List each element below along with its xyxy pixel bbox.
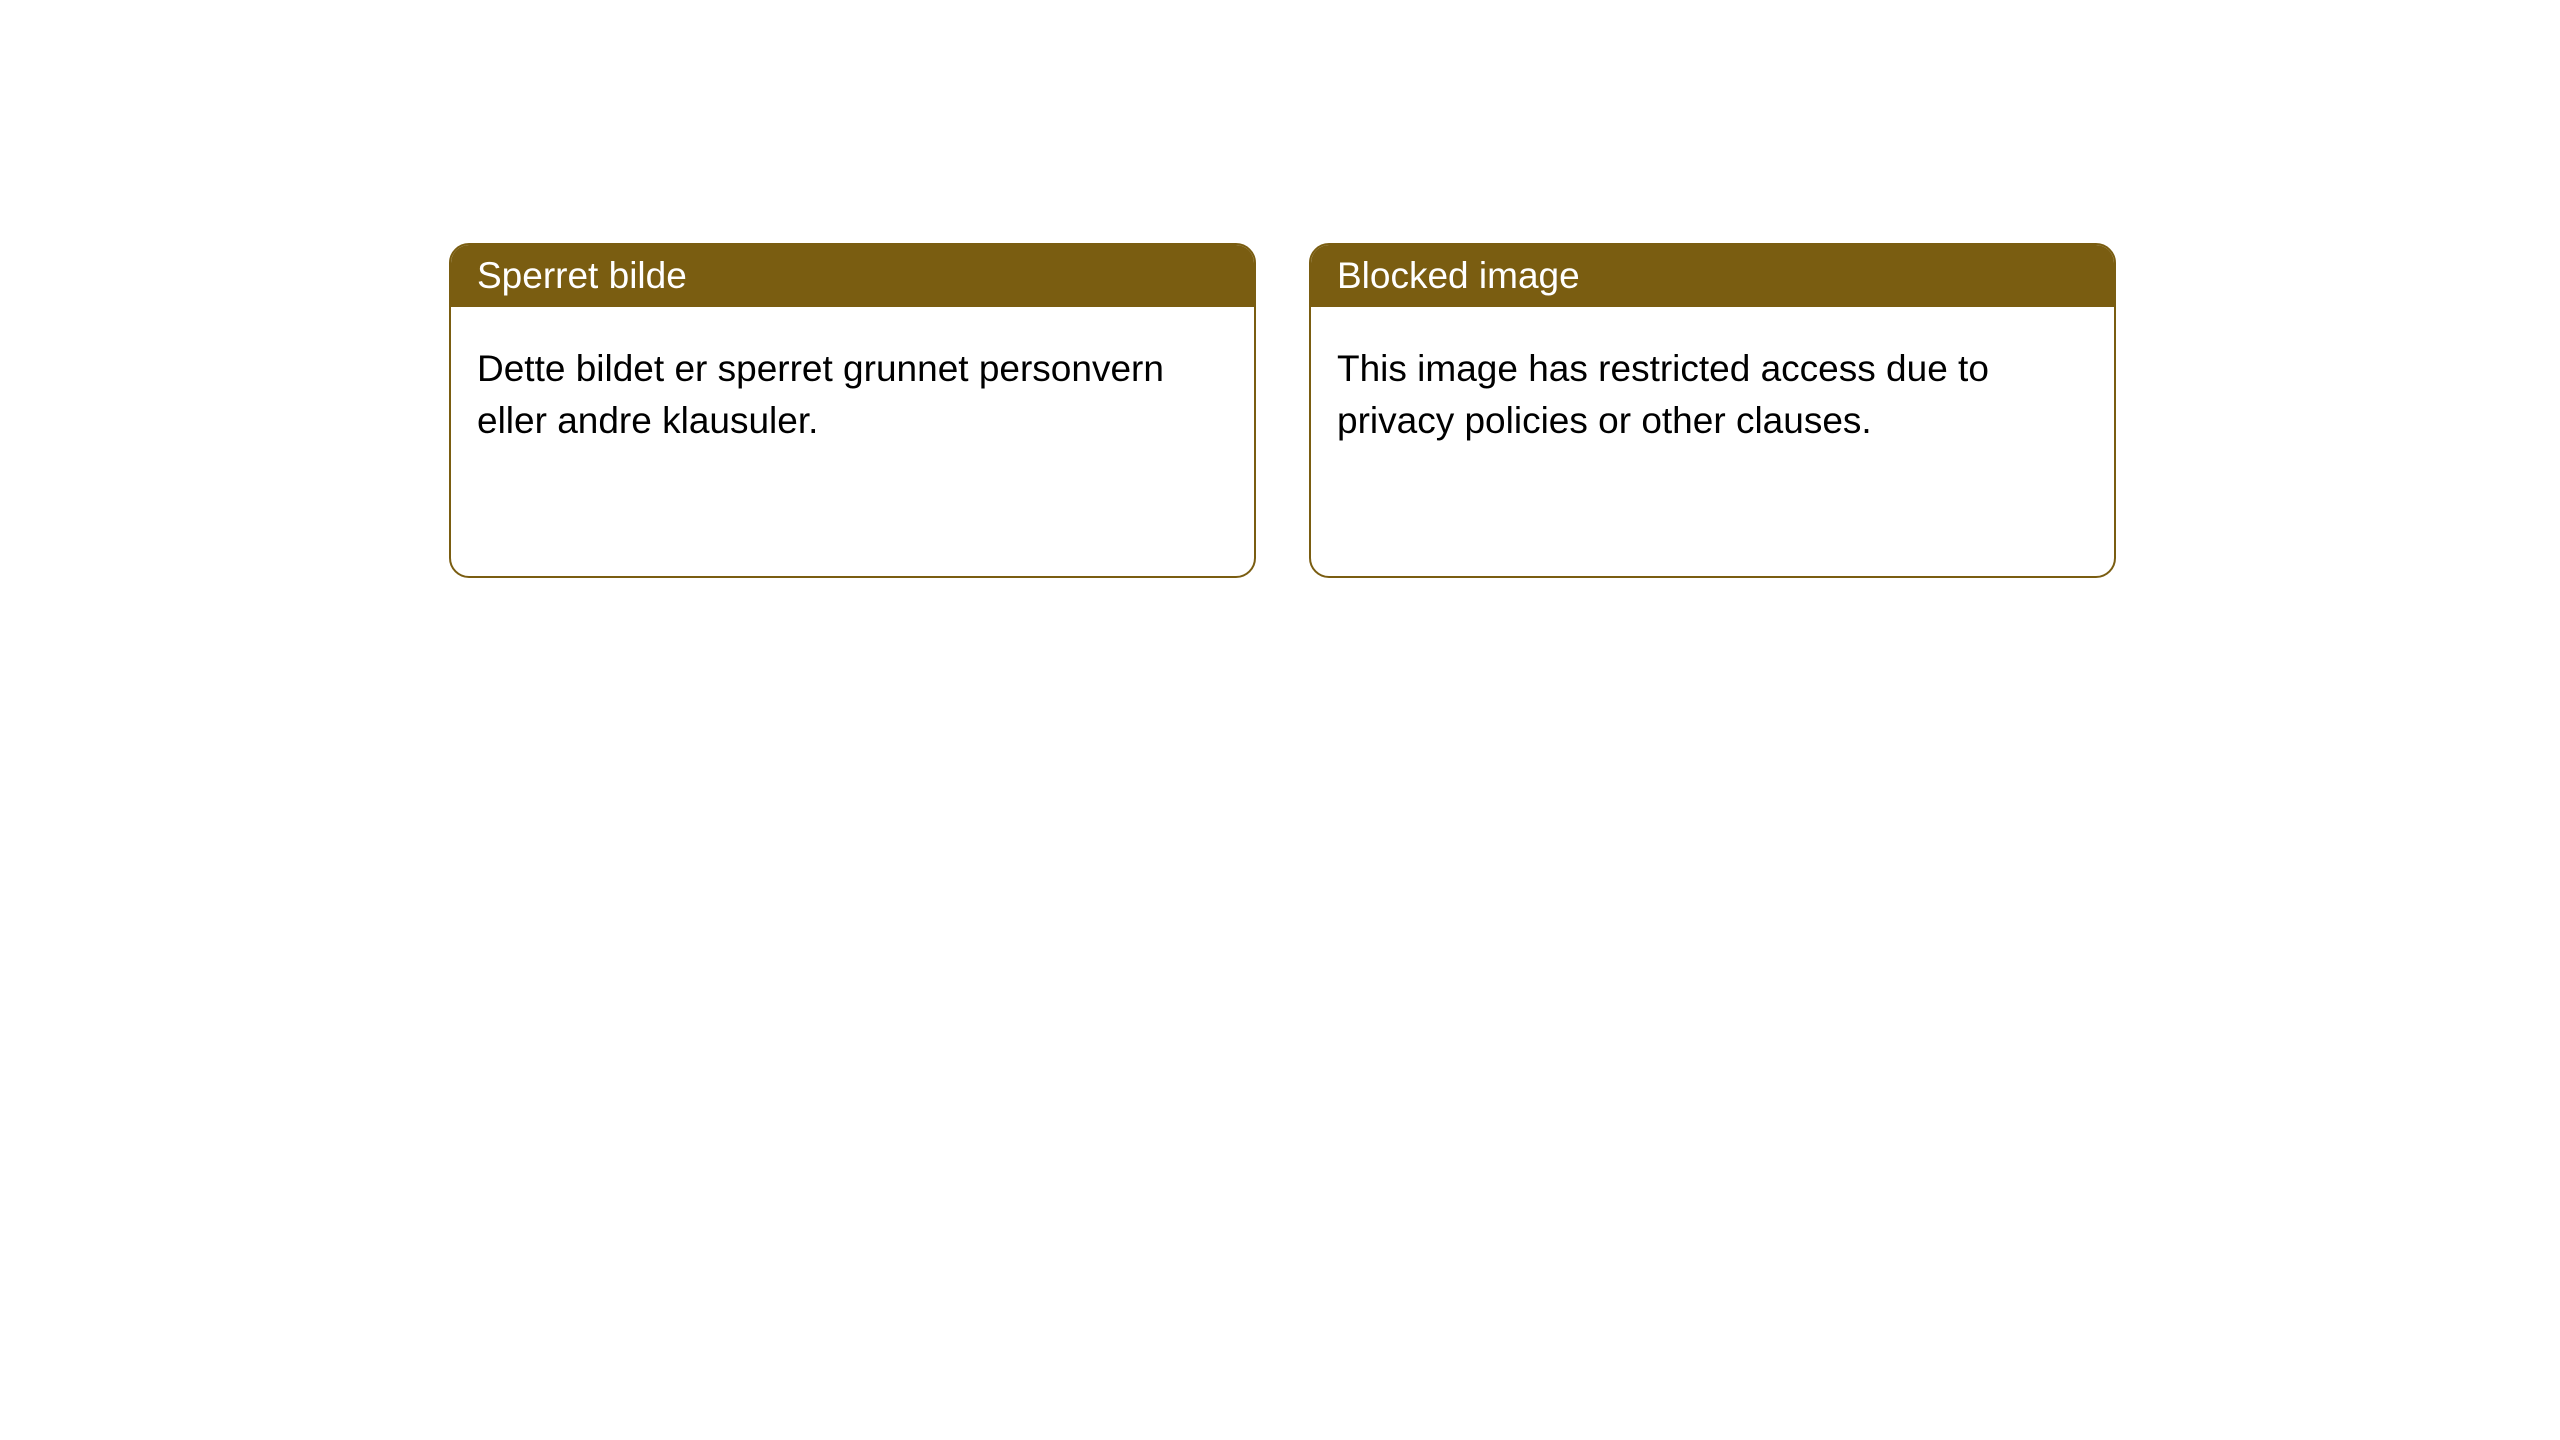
card-body-text: This image has restricted access due to … [1337, 348, 1989, 441]
card-body-text: Dette bildet er sperret grunnet personve… [477, 348, 1164, 441]
blocked-image-card-en: Blocked image This image has restricted … [1309, 243, 2116, 578]
card-title: Sperret bilde [477, 255, 687, 296]
card-body: Dette bildet er sperret grunnet personve… [451, 307, 1254, 483]
card-body: This image has restricted access due to … [1311, 307, 2114, 483]
card-header: Sperret bilde [451, 245, 1254, 307]
card-header: Blocked image [1311, 245, 2114, 307]
notice-container: Sperret bilde Dette bildet er sperret gr… [0, 0, 2560, 578]
blocked-image-card-no: Sperret bilde Dette bildet er sperret gr… [449, 243, 1256, 578]
card-title: Blocked image [1337, 255, 1580, 296]
